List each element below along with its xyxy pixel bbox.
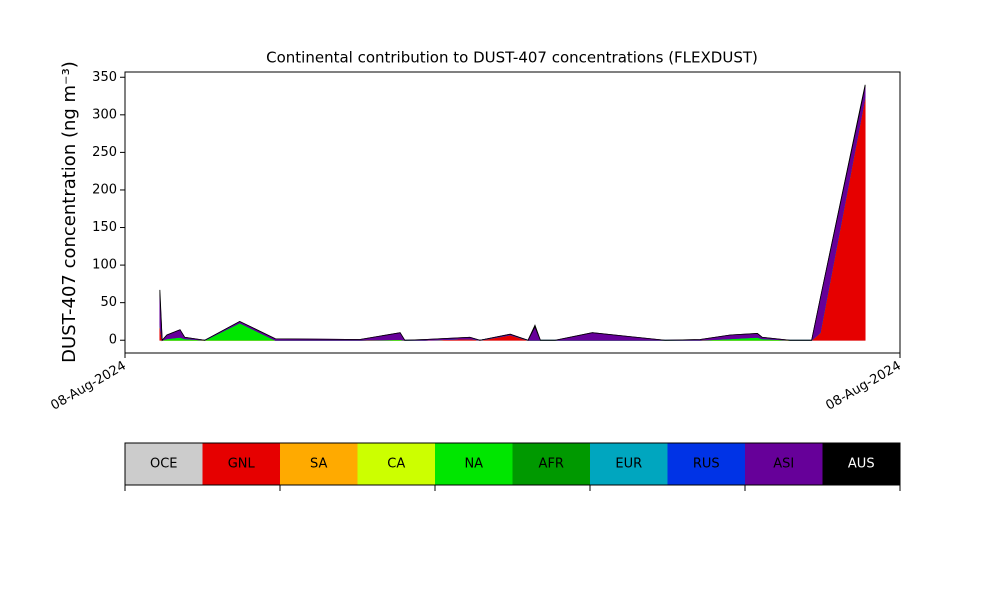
legend-swatch — [280, 443, 358, 485]
legend-label: CA — [387, 457, 405, 472]
y-tick-label: 300 — [92, 107, 117, 122]
y-tick-label: 250 — [92, 145, 117, 160]
area — [159, 96, 866, 341]
legend-swatch — [125, 443, 203, 485]
legend-label: AUS — [848, 457, 875, 472]
legend: OCE GNL SA CA NA AFR EUR RUS ASI AUS — [125, 443, 900, 485]
legend-label: AFR — [539, 457, 564, 472]
legend-swatch — [667, 443, 745, 485]
area — [159, 96, 866, 341]
legend-swatch — [590, 443, 668, 485]
y-tick-label: 0 — [109, 333, 117, 348]
plot-frame — [124, 71, 901, 354]
area — [159, 96, 866, 341]
legend-swatch — [202, 443, 280, 485]
area — [159, 86, 866, 342]
legend-label: GNL — [228, 457, 256, 472]
legend-label: ASI — [773, 457, 794, 472]
y-tick-label: 100 — [92, 258, 117, 273]
legend-label: NA — [464, 457, 483, 472]
legend-frame — [124, 442, 901, 486]
legend-label: EUR — [615, 457, 642, 472]
legend-swatch — [745, 443, 823, 485]
y-tick-label: 350 — [92, 70, 117, 85]
area — [159, 96, 866, 341]
y-tick-label: 50 — [100, 295, 117, 310]
legend-swatch — [435, 443, 513, 485]
legend-label: OCE — [150, 457, 178, 472]
y-tick-label: 150 — [92, 220, 117, 235]
legend-label: SA — [310, 457, 327, 472]
legend-label: RUS — [693, 457, 720, 472]
y-tick-label: 200 — [92, 182, 117, 197]
plot-area — [159, 84, 866, 342]
area — [159, 96, 866, 341]
y-axis-label: DUST-407 concentration (ng m⁻³) — [59, 61, 80, 363]
area — [159, 84, 866, 342]
area — [159, 96, 866, 341]
x-tick-label: 08-Aug-2024 — [48, 359, 128, 414]
legend-ticks — [124, 485, 901, 491]
legend-swatch — [357, 443, 435, 485]
chart-title: Continental contribution to DUST-407 con… — [266, 49, 758, 67]
legend-swatch — [822, 443, 900, 485]
legend-swatch — [512, 443, 590, 485]
x-tick-label: 08-Aug-2024 — [823, 359, 903, 414]
area — [159, 96, 866, 341]
